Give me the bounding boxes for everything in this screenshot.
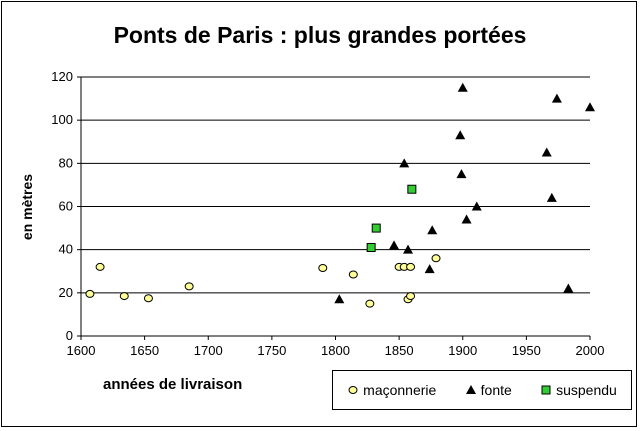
legend-item-fonte: fonte (465, 382, 512, 398)
x-tick-label: 1900 (448, 343, 477, 358)
legend-circle-icon (348, 386, 358, 394)
point-maconnerie (406, 292, 416, 301)
point-fonte (403, 244, 414, 254)
point-maconnerie (365, 299, 375, 308)
point-fonte (585, 102, 595, 112)
y-axis-label: en mètres (19, 173, 35, 241)
point-maconnerie (143, 294, 153, 303)
point-maconnerie (95, 262, 105, 271)
point-fonte (389, 240, 400, 250)
point-maconnerie (431, 254, 441, 263)
point-maconnerie (406, 262, 416, 271)
point-maconnerie (85, 289, 95, 298)
x-tick-label: 1800 (321, 343, 350, 358)
legend-item-suspendu: suspendu (540, 382, 617, 398)
x-axis-label: années de livraison (103, 376, 243, 393)
legend-triangle-icon (465, 385, 476, 394)
point-suspendu (371, 223, 381, 233)
legend-label-fonte: fonte (480, 382, 512, 398)
point-fonte (461, 214, 472, 224)
point-fonte (455, 130, 466, 140)
y-tick-label: 0 (66, 328, 73, 343)
legend-label-suspendu: suspendu (556, 382, 617, 398)
chart-title: Ponts de Paris : plus grandes portées (113, 22, 527, 48)
point-fonte (457, 82, 468, 92)
x-tick-label: 1600 (67, 343, 96, 358)
y-tick-label: 40 (59, 242, 73, 257)
point-maconnerie (348, 270, 358, 279)
legend-item-maconnerie: maçonnerie (347, 382, 436, 398)
point-fonte (456, 169, 467, 179)
point-fonte (551, 93, 562, 103)
y-tick-label: 20 (59, 285, 73, 300)
point-suspendu (407, 184, 417, 194)
point-fonte (471, 201, 482, 211)
point-maconnerie (119, 292, 129, 301)
y-tick-label: 100 (51, 112, 73, 127)
y-tick-label: 80 (59, 155, 73, 170)
legend-label-maconnerie: maçonnerie (363, 382, 437, 398)
x-tick-label: 1700 (194, 343, 223, 358)
point-fonte (399, 158, 410, 168)
legend: maçonnerie fonte suspendu (332, 370, 632, 410)
point-suspendu (366, 243, 376, 253)
point-fonte (546, 192, 557, 202)
x-tick-label: 1650 (130, 343, 159, 358)
point-maconnerie (318, 264, 328, 273)
y-tick-label: 60 (59, 199, 73, 214)
point-fonte (563, 283, 574, 293)
x-tick-label: 1850 (385, 343, 414, 358)
point-fonte (541, 147, 552, 157)
point-fonte (424, 264, 435, 274)
x-tick-label: 2000 (576, 343, 605, 358)
point-fonte (427, 225, 438, 235)
x-tick-label: 1750 (257, 343, 286, 358)
point-fonte (334, 294, 345, 304)
y-tick-label: 120 (51, 69, 73, 84)
point-maconnerie (184, 282, 194, 291)
x-tick-label: 1950 (512, 343, 541, 358)
legend-square-icon (541, 385, 551, 395)
